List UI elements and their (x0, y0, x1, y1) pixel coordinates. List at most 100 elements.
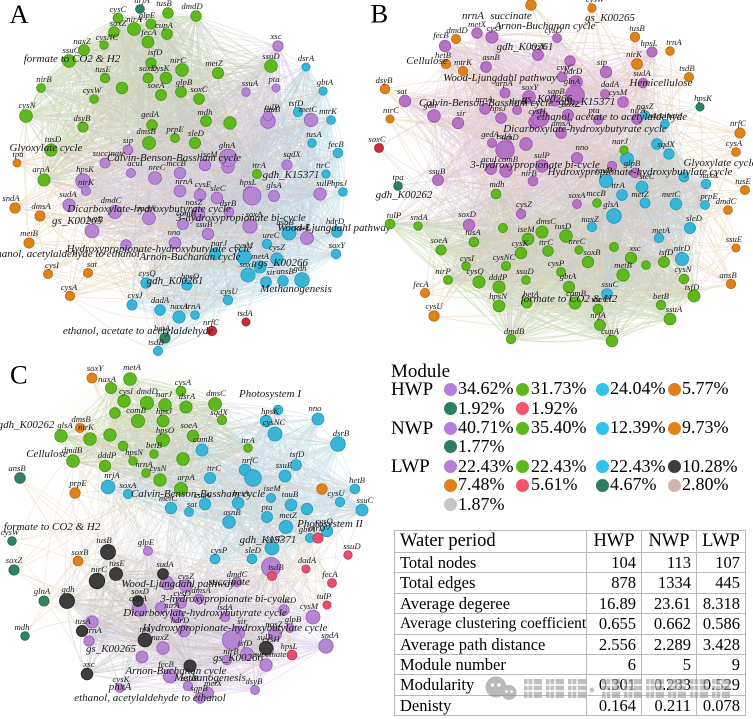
svg-text:cysZ: cysZ (516, 199, 532, 209)
svg-text:soxC: soxC (368, 134, 386, 144)
svg-text:iseM: iseM (518, 224, 536, 234)
svg-text:tsdA: tsdA (496, 131, 512, 141)
svg-text:hpsK: hpsK (76, 164, 95, 174)
svg-text:dmdB: dmdB (62, 445, 83, 455)
svg-text:Hemicellulose: Hemicellulose (629, 77, 693, 89)
svg-text:gdh: gdh (61, 584, 74, 594)
svg-text:ssuD: ssuD (262, 51, 280, 61)
svg-text:ethanol, acetylaldehyde to eth: ethanol, acetylaldehyde to ethanol (0, 248, 140, 260)
svg-text:sulP: sulP (316, 178, 332, 188)
svg-text:cysNC: cysNC (96, 32, 119, 42)
svg-text:nrfC: nrfC (242, 455, 258, 465)
svg-text:ureC: ureC (262, 230, 279, 240)
svg-text:glpE: glpE (139, 10, 156, 20)
svg-text:trnA: trnA (86, 625, 102, 635)
svg-text:nreC: nreC (148, 162, 165, 172)
svg-text:tusD: tusD (45, 134, 62, 144)
svg-text:gs_K00266: gs_K00266 (258, 257, 309, 269)
svg-text:fecB: fecB (158, 659, 174, 669)
svg-text:nirK: nirK (78, 177, 95, 187)
svg-text:cysE: cysE (530, 41, 547, 51)
svg-text:dmdC: dmdC (227, 569, 248, 579)
svg-text:cysNC: cysNC (263, 417, 286, 427)
svg-text:3-hydroxypropionate bi-cycle: 3-hydroxypropionate bi-cycle (159, 593, 290, 605)
svg-text:hpsK: hpsK (694, 93, 713, 103)
svg-text:prpE: prpE (699, 191, 718, 201)
svg-text:tusD: tusD (280, 595, 297, 605)
svg-text:sndA: sndA (321, 630, 339, 640)
svg-text:xsc: xsc (269, 31, 281, 41)
svg-text:nno: nno (308, 403, 322, 413)
svg-text:ansB: ansB (276, 266, 294, 276)
svg-text:cysD: cysD (544, 25, 562, 35)
svg-text:Glyoxylate cycle: Glyoxylate cycle (684, 157, 753, 169)
svg-text:metX: metX (204, 678, 223, 688)
svg-text:cysC: cysC (110, 4, 127, 14)
svg-text:sir: sir (237, 616, 247, 626)
svg-text:glpB: glpB (176, 77, 193, 87)
svg-text:metB: metB (614, 260, 633, 270)
svg-text:sqdX: sqdX (283, 149, 301, 159)
svg-text:soxB: soxB (240, 259, 258, 269)
svg-text:acuI: acuI (481, 154, 498, 164)
svg-text:ssuB: ssuB (182, 673, 199, 683)
svg-text:narJ: narJ (612, 136, 629, 146)
svg-text:tusB: tusB (156, 0, 172, 8)
svg-text:ansB: ansB (8, 463, 26, 473)
svg-text:naxZ: naxZ (73, 36, 91, 46)
svg-text:Cellulose: Cellulose (26, 448, 68, 460)
svg-text:glpE: glpE (138, 537, 155, 547)
svg-text:pta: pta (260, 502, 273, 512)
svg-text:nrjA: nrjA (590, 310, 606, 320)
svg-text:ethanol, acetate to acetylalde: ethanol, acetate to acetylaldehyde (63, 325, 213, 337)
svg-text:betA: betA (233, 488, 250, 498)
svg-text:ttrC: ttrC (539, 237, 553, 247)
svg-text:tpa: tpa (392, 172, 404, 182)
svg-text:dddP: dddP (489, 272, 508, 282)
svg-text:tauB: tauB (264, 104, 281, 114)
svg-text:cysM: cysM (609, 87, 628, 97)
svg-text:tauB: tauB (596, 165, 613, 175)
svg-text:ssuA: ssuA (194, 490, 211, 500)
svg-text:glpB: glpB (624, 158, 641, 168)
svg-text:dmsC: dmsC (206, 388, 226, 398)
svg-text:cysNC: cysNC (493, 252, 516, 262)
svg-text:soxB: soxB (584, 247, 602, 257)
svg-text:betB: betB (653, 291, 670, 301)
svg-text:iseM: iseM (201, 149, 219, 159)
svg-text:tsfD: tsfD (685, 282, 700, 292)
svg-text:soxZ: soxZ (110, 18, 127, 28)
svg-text:B: B (371, 0, 389, 29)
svg-text:hpsK: hpsK (261, 406, 280, 416)
svg-text:sulP: sulP (257, 632, 273, 642)
svg-text:sat: sat (187, 499, 198, 509)
svg-text:succinate: succinate (649, 110, 682, 120)
svg-text:sat: sat (397, 86, 408, 96)
svg-text:sleD: sleD (245, 545, 262, 555)
svg-text:sgpB: sgpB (547, 86, 565, 96)
svg-text:Calvin-Benson-Bassham cycle: Calvin-Benson-Bassham cycle (131, 488, 265, 500)
svg-text:cysE: cysE (195, 179, 212, 189)
svg-text:nirC: nirC (91, 564, 107, 574)
svg-text:hpsJ: hpsJ (331, 178, 348, 188)
svg-text:xsc: xsc (82, 659, 94, 669)
svg-text:glnA: glnA (219, 140, 236, 150)
svg-text:gs_K00266: gs_K00266 (522, 93, 573, 105)
svg-text:nirD: nirD (309, 523, 326, 533)
svg-text:gbtA: gbtA (299, 524, 316, 534)
svg-text:Wood-Ljungdahl pathway: Wood-Ljungdahl pathway (443, 72, 557, 84)
svg-text:naxA: naxA (700, 170, 719, 180)
svg-text:soxD: soxD (139, 63, 158, 73)
svg-text:ssuD: ssuD (343, 541, 361, 551)
svg-text:ttrA: ttrA (611, 180, 625, 190)
svg-text:hpsJ: hpsJ (490, 103, 507, 113)
svg-text:gbtA: gbtA (560, 271, 577, 281)
svg-text:nrfC: nrfC (730, 118, 746, 128)
svg-text:succinate: succinate (208, 576, 250, 588)
svg-text:comB: comB (126, 405, 146, 415)
svg-text:cysQ: cysQ (315, 516, 333, 526)
svg-text:cysA: cysA (61, 282, 78, 292)
svg-text:phxA: phxA (108, 681, 132, 693)
svg-text:gdh: gdh (293, 263, 306, 273)
svg-text:nrnA: nrnA (462, 10, 484, 22)
